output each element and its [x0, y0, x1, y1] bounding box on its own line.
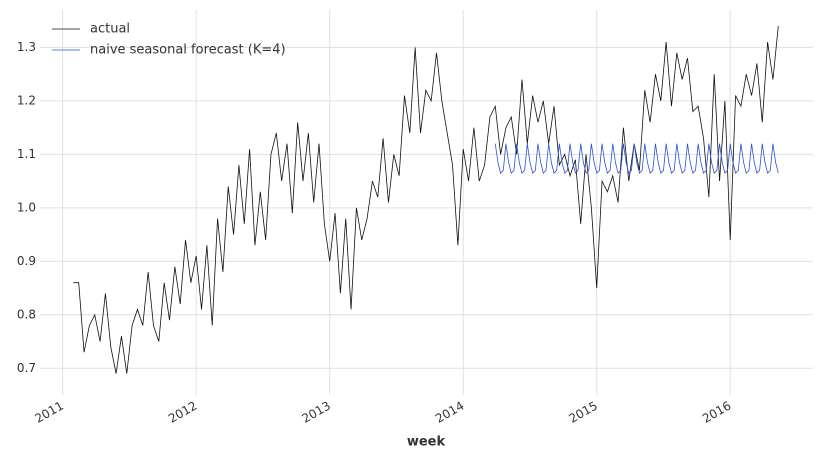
y-tick-label: 1.3	[17, 40, 36, 54]
x-tick-label: 2015	[567, 399, 600, 426]
x-tick-label: 2012	[166, 399, 199, 426]
y-tick-label: 0.9	[17, 254, 36, 268]
series-line	[73, 26, 779, 374]
x-tick-label: 2014	[433, 399, 466, 426]
x-axis-label: week	[407, 435, 446, 450]
y-tick-label: 1.1	[17, 147, 36, 161]
x-tick-label: 2016	[700, 399, 733, 426]
legend-label: actual	[90, 22, 130, 37]
y-tick-label: 0.7	[17, 361, 36, 375]
x-tick-label: 2013	[300, 399, 333, 426]
x-tick-label: 2011	[32, 399, 65, 426]
y-tick-label: 1.0	[17, 200, 36, 214]
grid	[40, 10, 813, 395]
y-tick-label: 1.2	[17, 93, 36, 107]
legend-label: naive seasonal forecast (K=4)	[90, 43, 286, 58]
y-tick-label: 0.8	[17, 307, 36, 321]
series-line	[494, 143, 779, 174]
